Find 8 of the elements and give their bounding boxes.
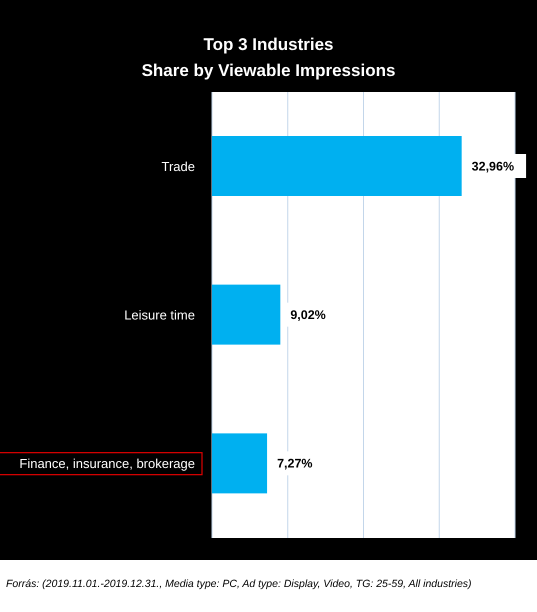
data-label: 7,27% <box>277 456 313 471</box>
y-tick-label: Trade <box>162 158 195 174</box>
y-tick-label: Finance, insurance, brokerage <box>19 456 195 472</box>
data-label: 9,02% <box>290 308 326 322</box>
text: Forrás: (2019.11.01.-2019.12.31., Media type: PC, Ad type: Display, Video, TG: 25-59, All industries) <box>6 578 472 590</box>
y-tick-label: Leisure time <box>124 308 195 323</box>
chart-title: Top 3 Industries Share by Viewable Impressions <box>140 34 396 82</box>
data-label: 32,96% <box>472 159 514 174</box>
